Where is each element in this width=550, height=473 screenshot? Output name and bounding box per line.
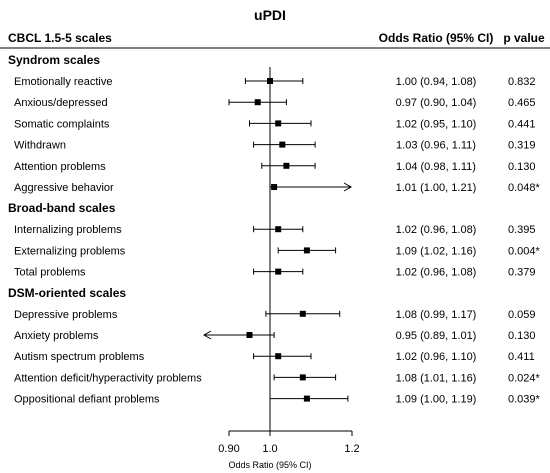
row-label: Attention problems [14,161,106,173]
p-value: 0.004* [508,245,541,257]
odds-ratio-value: 1.00 (0.94, 1.08) [396,76,477,88]
x-tick-label: 0.90 [218,443,239,455]
x-axis-ticks: 0.90 1.0 1.2 [218,431,360,455]
odds-ratio-value: 1.09 (1.00, 1.19) [396,394,477,406]
table-row: Total problems 1.02 (0.96, 1.08) 0.379 [14,267,536,279]
p-value: 0.048* [508,182,541,194]
table-row: Aggressive behavior 1.01 (1.00, 1.21) 0.04… [14,182,541,194]
odds-ratio-value: 1.09 (1.02, 1.16) [396,245,477,257]
forest-rows: Syndrom scales Emotionally reactive 1.00 (… [8,53,541,406]
odds-ratio-value: 1.08 (1.01, 1.16) [396,372,477,384]
table-row: Depressive problems 1.08 (0.99, 1.17) 0.05… [14,309,536,321]
odds-ratio-value: 1.03 (0.96, 1.11) [396,140,476,152]
table-row: Withdrawn 1.03 (0.96, 1.11) 0.319 [14,140,536,152]
odds-ratio-value: 1.02 (0.95, 1.10) [396,118,477,130]
odds-ratio-value: 1.01 (1.00, 1.21) [396,182,477,194]
table-row: Emotionally reactive 1.00 (0.94, 1.08) 0.8… [14,76,536,88]
p-value: 0.130 [508,161,536,173]
point-estimate [275,226,282,233]
x-tick-label: 1.2 [344,443,359,455]
point-estimate [303,247,310,254]
header-p-value: p value [503,31,545,45]
odds-ratio-value: 0.95 (0.89, 1.01) [396,330,477,342]
row-label: Withdrawn [14,140,66,152]
p-value: 0.395 [508,224,536,236]
p-value: 0.130 [508,330,536,342]
p-value: 0.379 [508,267,536,279]
row-label: Somatic complaints [14,118,110,130]
row-label: Total problems [14,267,86,279]
ci-arrow-left [202,330,212,340]
p-value: 0.411 [508,351,535,363]
header-odds-ratio: Odds Ratio (95% CI) [379,31,494,45]
group-heading: Broad-band scales [8,201,116,215]
x-axis-label: Odds Ratio (95% CI) [228,460,311,470]
x-tick-label: 1.0 [262,443,277,455]
point-estimate [279,141,286,148]
table-row: Attention deficit/hyperactivity problems… [14,372,541,384]
p-value: 0.024* [508,372,541,384]
point-estimate [275,120,282,127]
table-row: Autism spectrum problems 1.02 (0.96, 1.10… [14,351,535,363]
row-label: Emotionally reactive [14,76,112,88]
p-value: 0.059 [508,309,536,321]
chart-title: uPDI [254,7,286,23]
row-label: Internalizing problems [14,224,122,236]
table-row: Anxious/depressed 0.97 (0.90, 1.04) 0.465 [14,97,536,109]
table-row: Attention problems 1.04 (0.98, 1.11) 0.130 [14,161,536,173]
row-label: Anxious/depressed [14,97,108,109]
group-heading: Syndrom scales [8,53,100,67]
row-label: Anxiety problems [14,330,99,342]
point-estimate [299,374,306,381]
odds-ratio-value: 1.02 (0.96, 1.08) [396,267,477,279]
point-estimate [254,99,261,106]
table-row: Internalizing problems 1.02 (0.96, 1.08) 0… [14,224,536,236]
odds-ratio-value: 1.08 (0.99, 1.17) [396,309,477,321]
group-heading: DSM-oriented scales [8,286,126,300]
header-scales: CBCL 1.5-5 scales [8,31,112,45]
p-value: 0.039* [508,394,541,406]
table-row: Oppositional defiant problems 1.09 (1.00,… [14,394,541,406]
row-label: Externalizing problems [14,245,126,257]
point-estimate [283,162,290,169]
row-label: Depressive problems [14,309,118,321]
p-value: 0.441 [508,118,536,130]
p-value: 0.832 [508,76,536,88]
row-label: Aggressive behavior [14,182,114,194]
odds-ratio-value: 1.04 (0.98, 1.11) [396,161,476,173]
point-estimate [275,268,282,275]
row-label: Attention deficit/hyperactivity problems [14,372,202,384]
row-label: Oppositional defiant problems [14,394,160,406]
ci-arrow-right [343,182,353,192]
odds-ratio-value: 0.97 (0.90, 1.04) [396,97,477,109]
point-estimate [299,310,306,317]
odds-ratio-value: 1.02 (0.96, 1.10) [396,351,477,363]
point-estimate [246,332,253,338]
point-estimate [271,184,278,190]
row-label: Autism spectrum problems [14,351,145,363]
point-estimate [303,395,310,402]
table-row: Externalizing problems 1.09 (1.02, 1.16) 0… [14,245,541,257]
table-row: Somatic complaints 1.02 (0.95, 1.10) 0.441 [14,118,536,130]
p-value: 0.319 [508,140,536,152]
odds-ratio-value: 1.02 (0.96, 1.08) [396,224,477,236]
point-estimate [275,353,282,360]
table-row: Anxiety problems 0.95 (0.89, 1.01) 0.130 [14,330,536,342]
p-value: 0.465 [508,97,536,109]
